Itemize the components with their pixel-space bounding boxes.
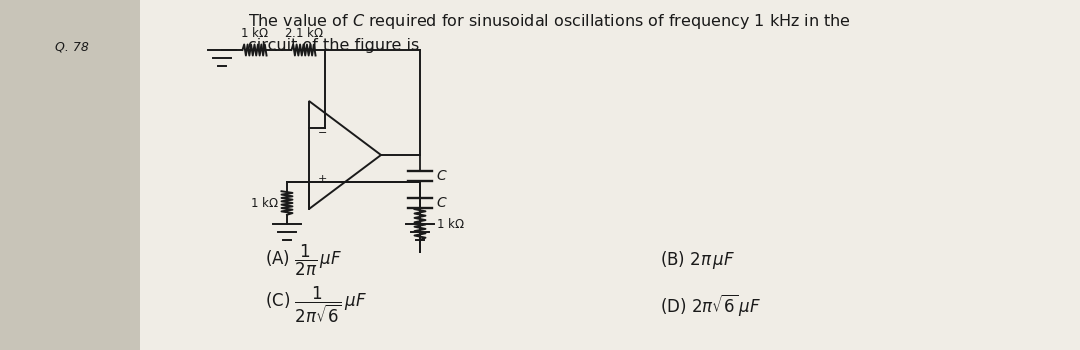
Text: 1 k$\Omega$: 1 k$\Omega$ — [240, 26, 269, 40]
Text: The value of $C$ required for sinusoidal oscillations of frequency 1 kHz in the
: The value of $C$ required for sinusoidal… — [248, 12, 851, 52]
Text: (D) $2\pi\sqrt{6}\,\mu F$: (D) $2\pi\sqrt{6}\,\mu F$ — [660, 292, 761, 318]
Text: 1 k$\Omega$: 1 k$\Omega$ — [436, 217, 464, 231]
Text: (C) $\dfrac{1}{2\pi\sqrt{6}}\,\mu F$: (C) $\dfrac{1}{2\pi\sqrt{6}}\,\mu F$ — [265, 285, 367, 325]
Text: $+$: $+$ — [318, 173, 327, 184]
FancyBboxPatch shape — [140, 0, 1080, 350]
Text: 2.1 k$\Omega$: 2.1 k$\Omega$ — [284, 26, 323, 40]
Text: $C$: $C$ — [436, 169, 447, 183]
Text: $C$: $C$ — [436, 196, 447, 210]
Text: $-$: $-$ — [318, 126, 327, 136]
Text: 1 k$\Omega$: 1 k$\Omega$ — [251, 196, 279, 210]
Text: (B) $2\pi\,\mu F$: (B) $2\pi\,\mu F$ — [660, 249, 735, 271]
Text: Q. 78: Q. 78 — [55, 40, 89, 53]
Text: (A) $\dfrac{1}{2\pi}\,\mu F$: (A) $\dfrac{1}{2\pi}\,\mu F$ — [265, 243, 342, 278]
